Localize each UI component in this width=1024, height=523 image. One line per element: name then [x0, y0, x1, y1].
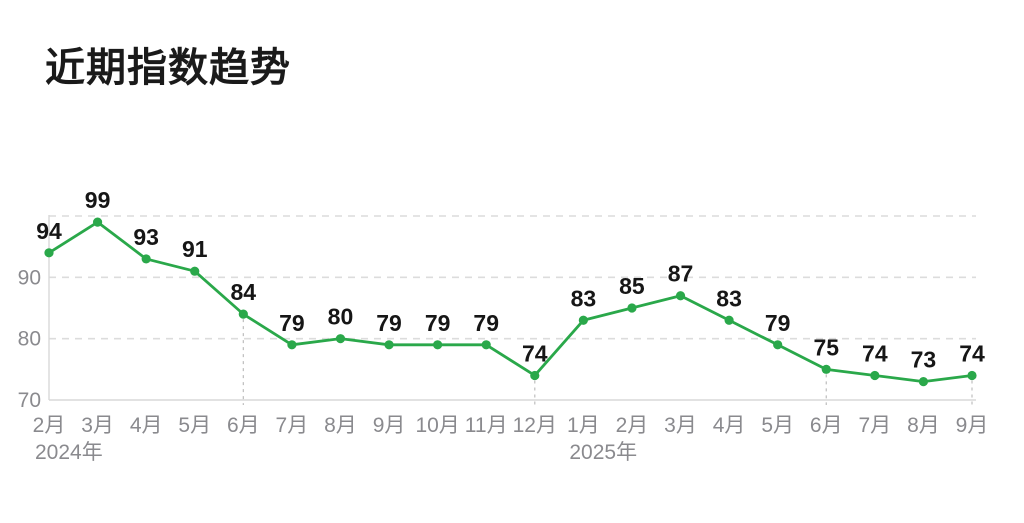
data-point-0[interactable] — [44, 248, 54, 258]
data-point-label-19: 74 — [959, 340, 985, 366]
data-point-3[interactable] — [190, 266, 200, 276]
data-point-label-0: 94 — [36, 218, 62, 244]
data-point-19[interactable] — [967, 370, 977, 381]
x-tick-label-6: 8月 — [324, 414, 357, 437]
data-point-18[interactable] — [918, 377, 929, 387]
x-tick-label-9: 11月 — [465, 414, 508, 437]
data-point-16[interactable] — [821, 364, 831, 374]
data-point-14[interactable] — [724, 315, 734, 325]
data-point-label-7: 79 — [376, 310, 402, 336]
data-point-label-12: 85 — [619, 273, 645, 299]
chart-title: 近期指数趋势 — [45, 44, 291, 91]
data-point-label-11: 83 — [571, 285, 597, 311]
data-point-17[interactable] — [870, 370, 880, 381]
data-point-label-17: 74 — [862, 340, 888, 366]
x-tick-label-4: 6月 — [227, 414, 260, 437]
x-tick-label-18: 8月 — [907, 414, 940, 437]
year-label-2025年: 2025年 — [569, 441, 637, 464]
data-point-label-5: 79 — [279, 310, 305, 336]
x-tick-label-15: 5月 — [761, 414, 794, 437]
y-tick-label-80: 80 — [18, 328, 41, 351]
series-line — [47, 220, 974, 384]
x-tick-label-17: 7月 — [858, 414, 891, 437]
data-point-label-10: 74 — [522, 340, 548, 366]
data-point-label-15: 79 — [765, 310, 791, 336]
x-tick-label-13: 3月 — [664, 414, 697, 437]
x-tick-label-2: 4月 — [130, 414, 163, 437]
data-point-label-18: 73 — [911, 347, 937, 373]
data-point-4[interactable] — [238, 309, 248, 319]
x-tick-label-3: 5月 — [178, 414, 211, 437]
data-point-label-1: 99 — [85, 187, 111, 213]
data-point-label-9: 79 — [473, 310, 499, 336]
x-tick-label-7: 9月 — [373, 414, 406, 437]
data-point-12[interactable] — [627, 303, 637, 313]
data-point-7[interactable] — [384, 340, 394, 350]
data-point-11[interactable] — [578, 315, 588, 325]
x-tick-label-19: 9月 — [956, 414, 989, 437]
x-tick-label-1: 3月 — [81, 414, 114, 437]
data-point-1[interactable] — [92, 217, 103, 227]
data-point-9[interactable] — [481, 340, 491, 350]
data-point-13[interactable] — [675, 291, 686, 301]
x-tick-label-10: 12月 — [513, 414, 557, 437]
data-point-label-4: 84 — [231, 279, 257, 305]
data-point-6[interactable] — [335, 334, 346, 344]
data-point-15[interactable] — [773, 340, 783, 350]
data-point-label-8: 79 — [425, 310, 451, 336]
data-point-8[interactable] — [433, 340, 443, 350]
y-tick-label-70: 70 — [18, 389, 41, 412]
data-point-5[interactable] — [287, 340, 297, 350]
year-label-2024年: 2024年 — [35, 441, 103, 464]
x-tick-label-14: 4月 — [713, 414, 746, 437]
data-point-10[interactable] — [530, 370, 540, 381]
x-tick-label-12: 2月 — [616, 414, 649, 437]
data-point-label-13: 87 — [668, 261, 694, 287]
y-tick-label-90: 90 — [18, 266, 41, 289]
x-tick-label-11: 1月 — [567, 414, 600, 437]
x-tick-label-0: 2月 — [33, 414, 66, 437]
data-point-label-6: 80 — [328, 304, 354, 330]
data-point-label-14: 83 — [716, 285, 742, 311]
x-tick-label-8: 10月 — [415, 414, 459, 437]
x-tick-label-5: 7月 — [276, 414, 309, 437]
data-point-label-2: 93 — [133, 224, 159, 250]
data-point-2[interactable] — [141, 254, 151, 264]
x-tick-label-16: 6月 — [810, 414, 843, 437]
data-point-label-16: 75 — [813, 334, 839, 360]
data-point-label-3: 91 — [182, 236, 208, 262]
